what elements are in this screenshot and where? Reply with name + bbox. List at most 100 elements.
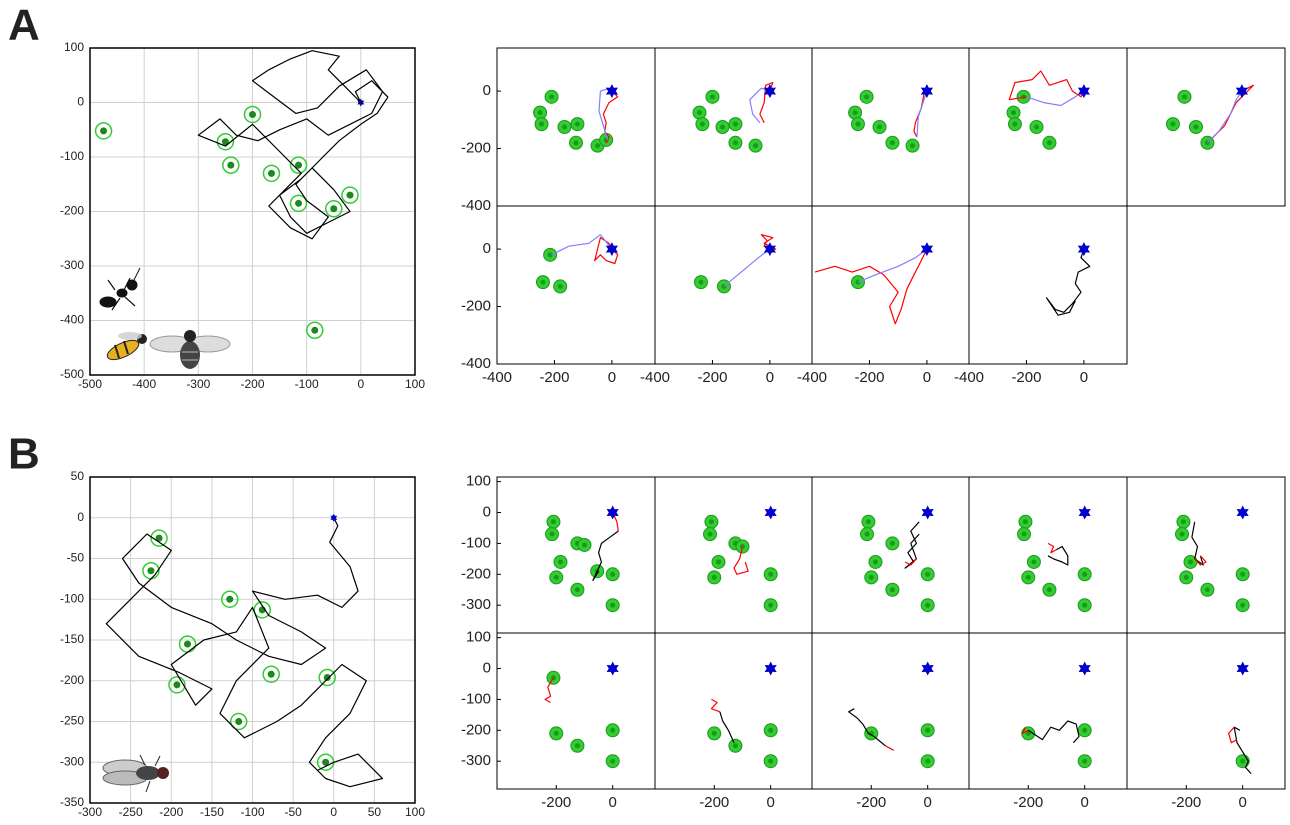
site-center: [1011, 110, 1016, 115]
site-center: [890, 541, 895, 546]
site-center: [550, 532, 555, 537]
site-center: [698, 280, 703, 285]
chart: -200 0: [655, 633, 813, 811]
x-tick-label: -200: [856, 794, 886, 811]
y-tick-label: -100: [60, 591, 84, 605]
x-tick-label: -200: [1171, 794, 1201, 811]
site-center: [575, 743, 580, 748]
site: [295, 200, 302, 207]
x-tick-label: -400: [482, 369, 512, 386]
site-center: [575, 587, 580, 592]
x-tick-label: -300: [78, 805, 102, 819]
site-center: [925, 728, 930, 733]
site-center: [866, 519, 871, 524]
site-center: [574, 140, 579, 145]
site-center: [1082, 572, 1087, 577]
site-center: [562, 125, 567, 130]
chart: -400-2000: [640, 206, 813, 386]
plot-area: [655, 206, 813, 364]
panel-label: B: [8, 430, 40, 479]
site-center: [708, 532, 713, 537]
site-center: [551, 519, 556, 524]
x-tick-label: 0: [766, 369, 774, 386]
y-tick-label: -100: [60, 149, 84, 163]
x-tick-label: -200: [1013, 794, 1043, 811]
site-center: [540, 280, 545, 285]
site-center: [554, 731, 559, 736]
chart: -400-2000: [797, 206, 970, 386]
site-center: [610, 603, 615, 608]
x-tick-label: 50: [368, 805, 382, 819]
site-center: [890, 587, 895, 592]
x-tick-label: -500: [78, 377, 102, 391]
site-center: [700, 122, 705, 127]
x-tick-label: -400: [797, 369, 827, 386]
site-center: [1047, 140, 1052, 145]
y-tick-label: -200: [60, 204, 84, 218]
site-center: [864, 94, 869, 99]
x-tick-label: 0: [767, 794, 775, 811]
y-tick-label: -50: [67, 551, 85, 565]
x-tick-label: -400: [954, 369, 984, 386]
chart: [1127, 48, 1285, 206]
site-center: [1082, 603, 1087, 608]
x-tick-label: -100: [240, 805, 264, 819]
site: [147, 567, 154, 574]
chart: 500-50-100-150-200-250-300-350-300-250-2…: [8, 430, 425, 820]
site-center: [575, 122, 580, 127]
chart: [812, 477, 970, 633]
y-tick-label: -300: [60, 258, 84, 272]
site-center: [1082, 728, 1087, 733]
x-tick-label: -200: [541, 794, 571, 811]
plot-area: [1127, 477, 1285, 633]
x-tick-label: 0: [608, 369, 616, 386]
site-center: [558, 559, 563, 564]
y-tick-label: -100: [461, 690, 491, 707]
site-center: [1047, 587, 1052, 592]
site: [249, 111, 256, 118]
site-center: [709, 519, 714, 524]
site: [268, 170, 275, 177]
y-tick-label: 0: [77, 95, 84, 109]
y-tick-label: 100: [466, 629, 491, 646]
site-center: [554, 575, 559, 580]
site-center: [925, 603, 930, 608]
plot-area: [969, 206, 1127, 364]
site-center: [1240, 572, 1245, 577]
chart: 0-200-400: [461, 48, 655, 214]
site-center: [539, 122, 544, 127]
plot-area: [812, 48, 970, 206]
site: [173, 681, 180, 688]
y-tick-label: -200: [60, 673, 84, 687]
site-center: [865, 532, 870, 537]
x-tick-label: 0: [924, 794, 932, 811]
site-center: [712, 575, 717, 580]
y-tick-label: 0: [483, 503, 491, 520]
chart: [655, 48, 813, 206]
site: [268, 671, 275, 678]
y-tick-label: -200: [461, 721, 491, 738]
y-tick-label: -400: [60, 313, 84, 327]
x-tick-label: 0: [923, 369, 931, 386]
y-tick-label: -300: [461, 752, 491, 769]
chart: [969, 48, 1127, 206]
y-tick-label: 0: [483, 659, 491, 676]
x-tick-label: -200: [539, 369, 569, 386]
site: [347, 192, 354, 199]
x-tick-label: -200: [699, 794, 729, 811]
y-tick-label: 0: [77, 510, 84, 524]
site: [184, 641, 191, 648]
y-tick-label: -150: [60, 632, 84, 646]
site-center: [768, 728, 773, 733]
site-center: [610, 728, 615, 733]
chart: -2000: [969, 633, 1127, 811]
site-center: [1240, 759, 1245, 764]
plot-area: [969, 633, 1127, 789]
site-center: [855, 122, 860, 127]
site-center: [877, 125, 882, 130]
x-tick-label: -250: [119, 805, 143, 819]
plot-area: [497, 633, 655, 789]
